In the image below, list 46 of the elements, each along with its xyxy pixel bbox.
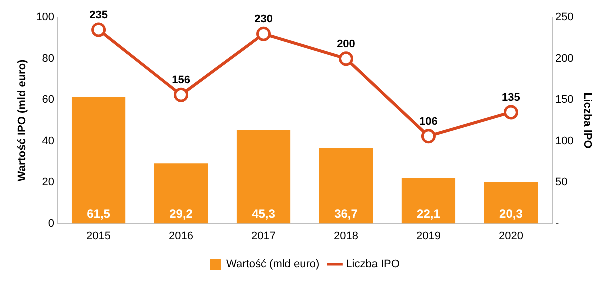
y2-tick-label: 200 (555, 52, 574, 65)
bar (236, 130, 291, 224)
x-tick-label: 2017 (252, 230, 276, 242)
x-tick-label: 2019 (416, 230, 441, 242)
bar (484, 182, 538, 224)
data-label: 200 (337, 38, 356, 50)
legend-label: Wartość (mld euro) (226, 258, 320, 271)
x-tick-label: 2018 (334, 230, 358, 242)
y2-tick-label: 50 (555, 176, 568, 189)
bar (402, 178, 456, 224)
point (421, 129, 436, 144)
bar (72, 96, 126, 224)
data-label: 230 (254, 14, 273, 26)
legend-label: Liczba IPO (346, 258, 400, 271)
y-tick-label: 20 (42, 176, 55, 189)
y2-tick-label: 250 (555, 12, 574, 24)
point (92, 22, 106, 38)
data-label: 61,5 (87, 207, 111, 222)
y2-tick-label: 100 (555, 135, 574, 148)
data-label: 235 (90, 10, 108, 22)
data-label: 45,3 (252, 207, 276, 222)
y-tick-label: 60 (42, 94, 55, 106)
data-label: 106 (420, 116, 438, 128)
y2-axis-title: Liczba IPO (581, 92, 594, 150)
point (338, 52, 354, 66)
data-label: 29,2 (170, 207, 194, 222)
point (504, 105, 518, 120)
bar (154, 164, 208, 224)
x-tick-label: 2016 (169, 230, 194, 242)
data-label: 22,1 (417, 207, 441, 222)
x-tick-label: 2020 (498, 230, 524, 242)
y-tick-label: 100 (36, 12, 55, 24)
y-tick-label: 40 (42, 135, 55, 148)
y2-tick-label: - (555, 218, 560, 230)
data-label: 156 (172, 74, 190, 87)
data-label: 36,7 (334, 207, 358, 222)
point (174, 88, 189, 102)
y-tick-label: 0 (48, 218, 55, 230)
y2-tick-label: 150 (555, 94, 574, 106)
point (256, 26, 272, 42)
bar (319, 148, 374, 224)
x-tick-label: 2015 (86, 230, 112, 242)
data-label: 20,3 (500, 207, 524, 222)
y-axis-title: Wartość IPO (mld euro) (16, 59, 29, 182)
data-label: 135 (502, 92, 520, 104)
y-tick-label: 80 (42, 52, 55, 65)
